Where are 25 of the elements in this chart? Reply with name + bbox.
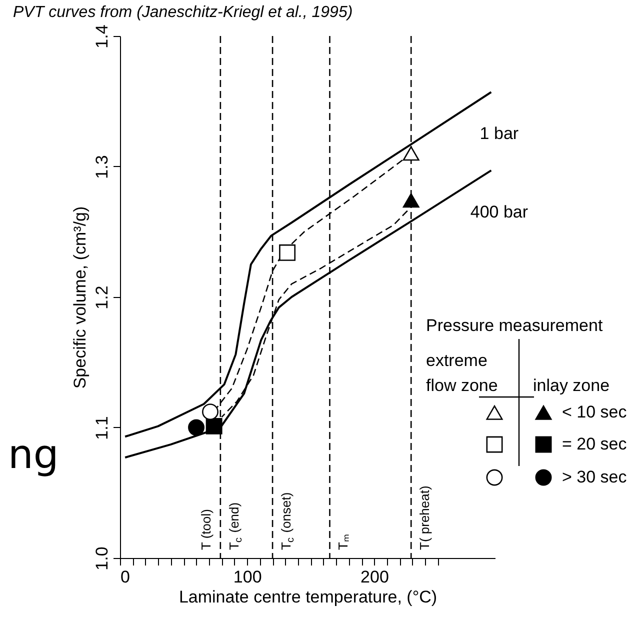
ref-line-label: Tc (onset): [278, 492, 297, 550]
series-label: 1 bar: [480, 124, 519, 144]
y-tick-label: 1.0: [92, 546, 112, 570]
text: ng: [8, 432, 59, 478]
x-axis-title: Laminate centre temperature, (°C): [178, 588, 438, 606]
y-tick-label: 1.4: [92, 24, 112, 48]
y-axis-title: Specific volume, (cm³/g): [70, 206, 90, 389]
x-tick-label: 0: [120, 568, 130, 586]
legend-title: Pressure measurement: [426, 316, 603, 335]
y-tick-label: 1.1: [92, 416, 112, 440]
x-tick-label: 100: [233, 568, 262, 586]
legend-label: < 10 sec: [562, 402, 628, 422]
y-tick-label: 1.3: [92, 155, 112, 179]
ref-line-label: T( preheat): [417, 486, 432, 550]
legend-label: > 30 sec: [562, 468, 628, 486]
legend-label: = 20 sec: [562, 434, 628, 454]
text: inlay zone: [533, 376, 610, 395]
annotation: extreme flow zone: [426, 351, 498, 395]
annotation: T (tool): [198, 509, 214, 550]
ref-line-label: Tc (end): [226, 502, 244, 550]
chart-title: PVT curves from (Janeschitz-Kriegl et al., 1995): [13, 4, 353, 22]
series-label: 400 bar: [470, 202, 528, 222]
y-tick-label: 1.2: [92, 286, 112, 310]
x-tick-label: 200: [360, 568, 389, 586]
ref-line-label: Tₘ: [336, 534, 351, 550]
